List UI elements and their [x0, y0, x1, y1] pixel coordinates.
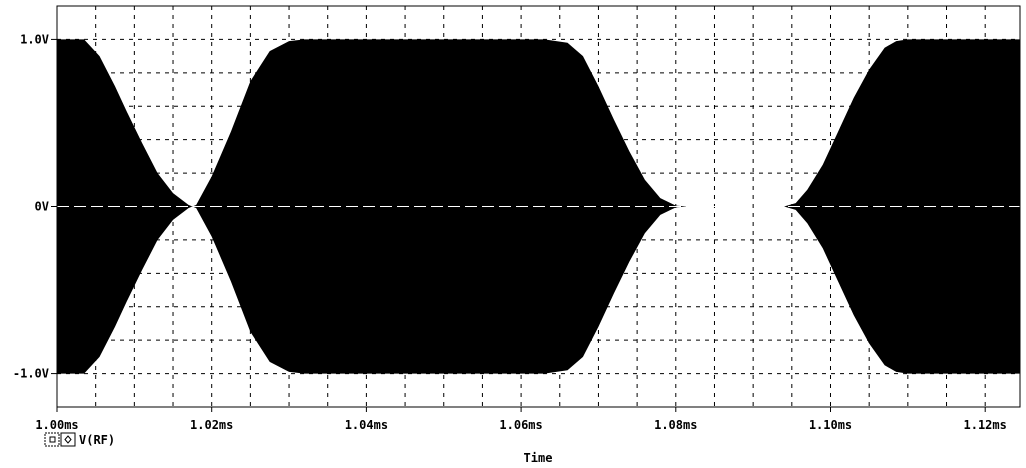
legend-label: V(RF) [79, 433, 115, 447]
x-axis: 1.00ms 1.02ms 1.04ms 1.06ms 1.08ms 1.10ms 1.12… [35, 407, 1007, 432]
diamond-marker-inner [64, 435, 72, 444]
y-tick-label: 1.0V [20, 32, 49, 46]
x-tick-label: 1.12ms [964, 418, 1007, 432]
x-tick-label: 1.04ms [345, 418, 388, 432]
y-tick-label: 0V [35, 200, 49, 214]
x-tick-label: 1.06ms [499, 418, 542, 432]
x-tick-label: 1.08ms [654, 418, 697, 432]
square-marker-icon[interactable] [44, 432, 60, 447]
square-marker-inner [49, 436, 56, 443]
y-tick-label: -1.0V [13, 367, 49, 381]
legend[interactable]: V(RF) [44, 432, 115, 447]
y-axis: 1.0V 0V -1.0V [13, 32, 57, 381]
x-axis-title: Time [524, 451, 553, 465]
x-tick-label: 1.02ms [190, 418, 233, 432]
diamond-marker-icon[interactable] [60, 432, 76, 447]
x-tick-label: 1.00ms [35, 418, 78, 432]
x-tick-label: 1.10ms [809, 418, 852, 432]
